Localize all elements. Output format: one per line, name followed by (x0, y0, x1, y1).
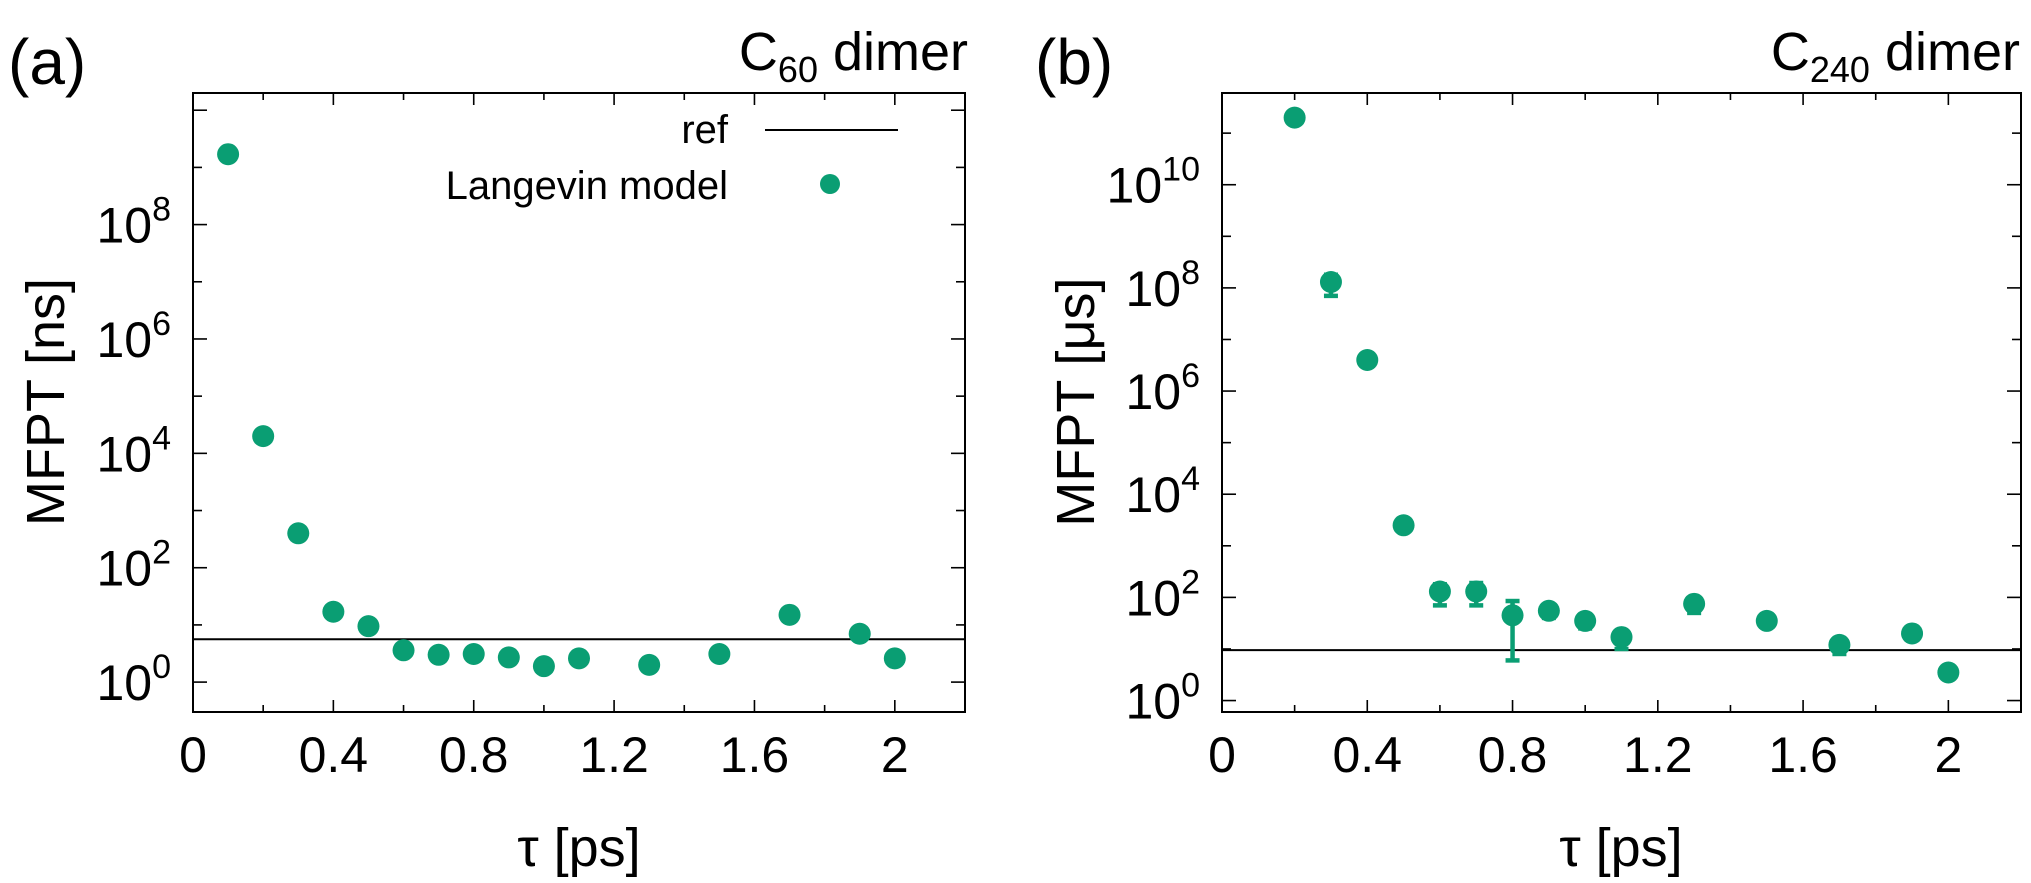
y-tick-label: 106 (96, 305, 171, 368)
panel-b-plot-frame (1221, 92, 2022, 713)
x-tick-label: 2 (881, 727, 909, 783)
panel-b-ticks: 0 0.4 0.8 1.2 1.6 2 100 102 104 106 108 1010 (1107, 93, 2022, 783)
data-point (1428, 580, 1451, 603)
panel-a-plot-frame (192, 92, 966, 713)
y-tick-label: 108 (96, 191, 171, 254)
data-point (1901, 622, 1924, 645)
data-point (217, 143, 240, 166)
data-point (1610, 626, 1633, 649)
panel-b-title-suffix: dimer (1870, 22, 2020, 82)
panel-a: (a) C60 dimer 0 0.4 0.8 1.2 1.6 2 100 102 104 106… (8, 22, 968, 878)
x-tick-label: 2 (1934, 727, 1962, 783)
y-tick-label: 104 (1125, 460, 1200, 523)
legend: ref Langevin model (446, 108, 898, 208)
data-point (462, 642, 485, 665)
data-point (497, 646, 520, 669)
panel-b-points (1283, 106, 1960, 684)
panel-label-b: (b) (1035, 26, 1113, 98)
x-tick-label: 1.6 (720, 727, 790, 783)
panel-b-title-base: C (1771, 22, 1810, 82)
x-tick-label: 0.8 (1478, 727, 1548, 783)
data-point (392, 639, 415, 662)
data-point (568, 647, 590, 670)
panel-a-points (217, 143, 906, 678)
data-point (1465, 580, 1488, 603)
data-point (252, 425, 275, 448)
panel-b: (b) C240 dimer 0 0.4 0.8 1.2 1.6 2 100 102 104 10… (1035, 22, 2022, 878)
panel-a-ticks: 0 0.4 0.8 1.2 1.6 2 100 102 104 106 108 (96, 93, 966, 783)
y-tick-label: 102 (1125, 563, 1200, 626)
panel-b-title-subscript: 240 (1810, 49, 1870, 90)
data-point (638, 653, 661, 676)
data-point (287, 522, 310, 545)
data-point (1392, 514, 1415, 537)
panel-label-a: (a) (8, 26, 86, 98)
y-tick-label: 106 (1125, 357, 1200, 420)
y-tick-label: 108 (1125, 254, 1200, 317)
x-tick-label: 0.4 (1333, 727, 1403, 783)
panel-a-title-base: C (739, 22, 778, 82)
x-tick-label: 0 (179, 727, 207, 783)
data-point (1537, 599, 1560, 622)
y-tick-label: 104 (96, 419, 171, 482)
y-tick-label: 100 (96, 648, 171, 711)
x-tick-label: 1.2 (1623, 727, 1693, 783)
legend-series-marker (820, 174, 840, 194)
data-point (1574, 609, 1597, 632)
data-point (848, 622, 871, 645)
data-point (322, 600, 345, 623)
data-point (427, 643, 450, 666)
y-tick-label: 1010 (1107, 151, 1200, 214)
x-tick-label: 1.6 (1768, 727, 1838, 783)
panel-a-title-suffix: dimer (818, 22, 968, 82)
legend-series-label: Langevin model (446, 164, 728, 208)
panel-a-x-axis-label: τ [ps] (517, 818, 640, 878)
data-point (1283, 106, 1306, 129)
data-point (357, 615, 380, 638)
panel-b-xlabel: τ [ps] (1559, 818, 1682, 878)
data-point (1828, 633, 1851, 656)
data-point (1683, 592, 1706, 615)
data-point (1755, 609, 1778, 632)
data-point (1937, 661, 1960, 684)
data-point (532, 655, 555, 678)
data-point (1319, 271, 1342, 294)
panel-a-xlabel: τ [ps] (517, 818, 640, 878)
data-point (1356, 349, 1379, 372)
panel-b-ylabel: MFPT [μs] (1046, 277, 1106, 526)
x-tick-label: 1.2 (579, 727, 649, 783)
x-tick-label: 0.8 (439, 727, 509, 783)
y-tick-label: 102 (96, 534, 171, 597)
panel-b-title: C240 dimer (1771, 22, 2020, 90)
x-tick-label: 0 (1208, 727, 1236, 783)
data-point (778, 603, 801, 626)
legend-ref-label: ref (681, 108, 729, 152)
data-point (1501, 604, 1524, 627)
panel-a-ylabel: MFPT [ns] (16, 278, 76, 526)
data-point (883, 647, 906, 670)
panel-a-title: C60 dimer (739, 22, 968, 90)
y-tick-label: 100 (1125, 667, 1200, 730)
data-point (708, 642, 731, 665)
panel-a-title-subscript: 60 (778, 49, 818, 90)
x-tick-label: 0.4 (299, 727, 369, 783)
